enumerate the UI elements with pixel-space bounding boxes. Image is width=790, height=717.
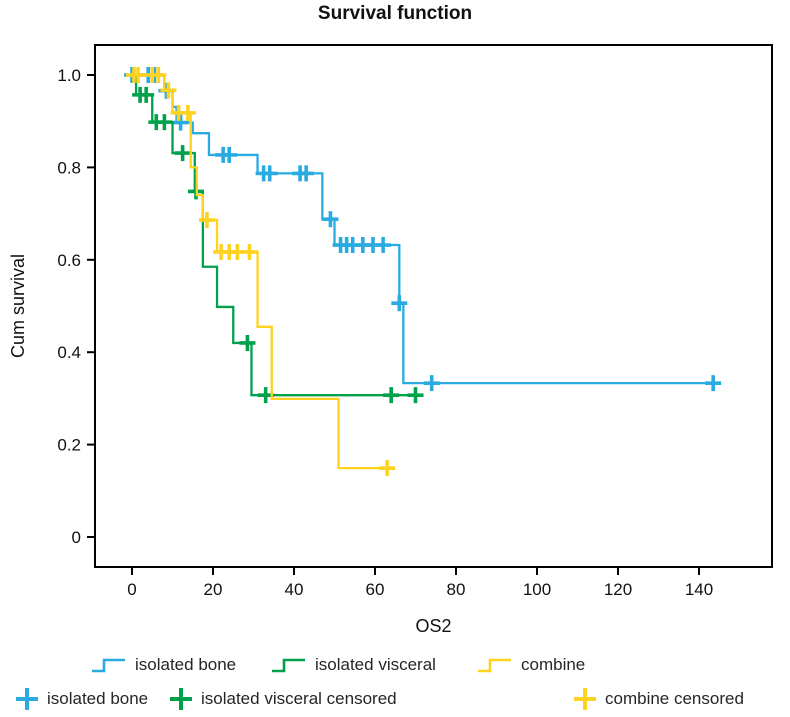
x-tick-label: 40 <box>285 580 304 599</box>
step-line-icon <box>92 658 125 673</box>
legend-label: isolated visceral censored <box>201 689 397 708</box>
censor-plus-icon <box>172 114 189 131</box>
plus-icon <box>574 688 596 710</box>
plus-icon <box>16 688 38 710</box>
censor-plus-icon <box>407 387 424 404</box>
censor-plus-icon <box>198 212 215 229</box>
censor-plus-icon <box>138 86 155 103</box>
y-axis-label: Cum survival <box>8 254 28 358</box>
chart-title: Survival function <box>317 3 473 24</box>
censor-plus-icon <box>391 295 408 312</box>
legend-item-isolated-visceral: isolated visceral <box>270 650 436 680</box>
censor-plus-icon <box>379 460 396 477</box>
censor-plus-icon <box>261 165 278 182</box>
survival-plot: 1.0 0.8 0.6 0.4 0.2 0 0 20 40 60 80 100 120 140 Cum su… <box>8 44 773 636</box>
x-tick-label: 80 <box>447 580 466 599</box>
censor-plus-icon <box>383 387 400 404</box>
plot-frame <box>94 44 773 568</box>
survival-curve-combine <box>132 73 392 470</box>
step-line-icon <box>272 658 305 673</box>
legend-item-isolated-bone-censored: isolated bone <box>14 684 148 714</box>
censor-plus-icon <box>322 211 339 228</box>
legend-label: combine censored <box>605 689 744 708</box>
legend-label: isolated bone <box>47 689 149 708</box>
legend-censored-row: isolated bone isolated visceral censored… <box>0 684 790 714</box>
censor-plus-icon <box>221 146 238 163</box>
legend-item-combine-censored: combine censored <box>572 684 744 714</box>
censor-plus-icon <box>241 243 258 260</box>
y-tick-label: 0.2 <box>57 436 81 455</box>
legend-item-isolated-visceral-censored: isolated visceral censored <box>168 684 397 714</box>
censor-plus-icon <box>298 165 315 182</box>
censor-plus-icon <box>156 114 173 131</box>
censor-plus-icon <box>705 375 722 392</box>
censor-plus-icon <box>174 145 191 162</box>
y-tick-label: 1.0 <box>57 66 81 85</box>
step-line-icon <box>478 658 511 673</box>
y-tick-label: 0.6 <box>57 251 81 270</box>
y-tick-label: 0 <box>72 528 81 547</box>
y-axis-ticks: 1.0 0.8 0.6 0.4 0.2 0 <box>57 66 95 547</box>
legend-lines-row: isolated bone isolated visceral combine <box>0 650 790 680</box>
censor-plus-icon <box>239 334 256 351</box>
x-axis-label: OS2 <box>415 616 451 636</box>
legend-label: combine <box>521 655 586 674</box>
x-tick-label: 60 <box>366 580 385 599</box>
x-axis-ticks: 0 20 40 60 80 100 120 140 <box>127 567 713 599</box>
y-tick-label: 0.4 <box>57 343 81 362</box>
censor-plus-icon <box>179 104 196 121</box>
censor-plus-icon <box>150 67 167 83</box>
censor-plus-icon <box>160 82 177 99</box>
x-tick-label: 140 <box>685 580 713 599</box>
legend-label: isolated bone <box>135 655 237 674</box>
x-tick-label: 0 <box>127 580 136 599</box>
legend-item-isolated-bone: isolated bone <box>90 650 236 680</box>
censor-plus-icon <box>130 67 147 83</box>
x-tick-label: 100 <box>523 580 551 599</box>
censor-plus-icon <box>375 237 392 254</box>
censor-plus-icon <box>423 375 440 392</box>
censor-marks-combine <box>126 67 396 477</box>
legend-item-combine: combine <box>476 650 585 680</box>
x-tick-label: 20 <box>204 580 223 599</box>
plus-icon <box>170 688 192 710</box>
legend-label: isolated visceral <box>315 655 436 674</box>
x-tick-label: 120 <box>604 580 632 599</box>
y-tick-label: 0.8 <box>57 158 81 177</box>
